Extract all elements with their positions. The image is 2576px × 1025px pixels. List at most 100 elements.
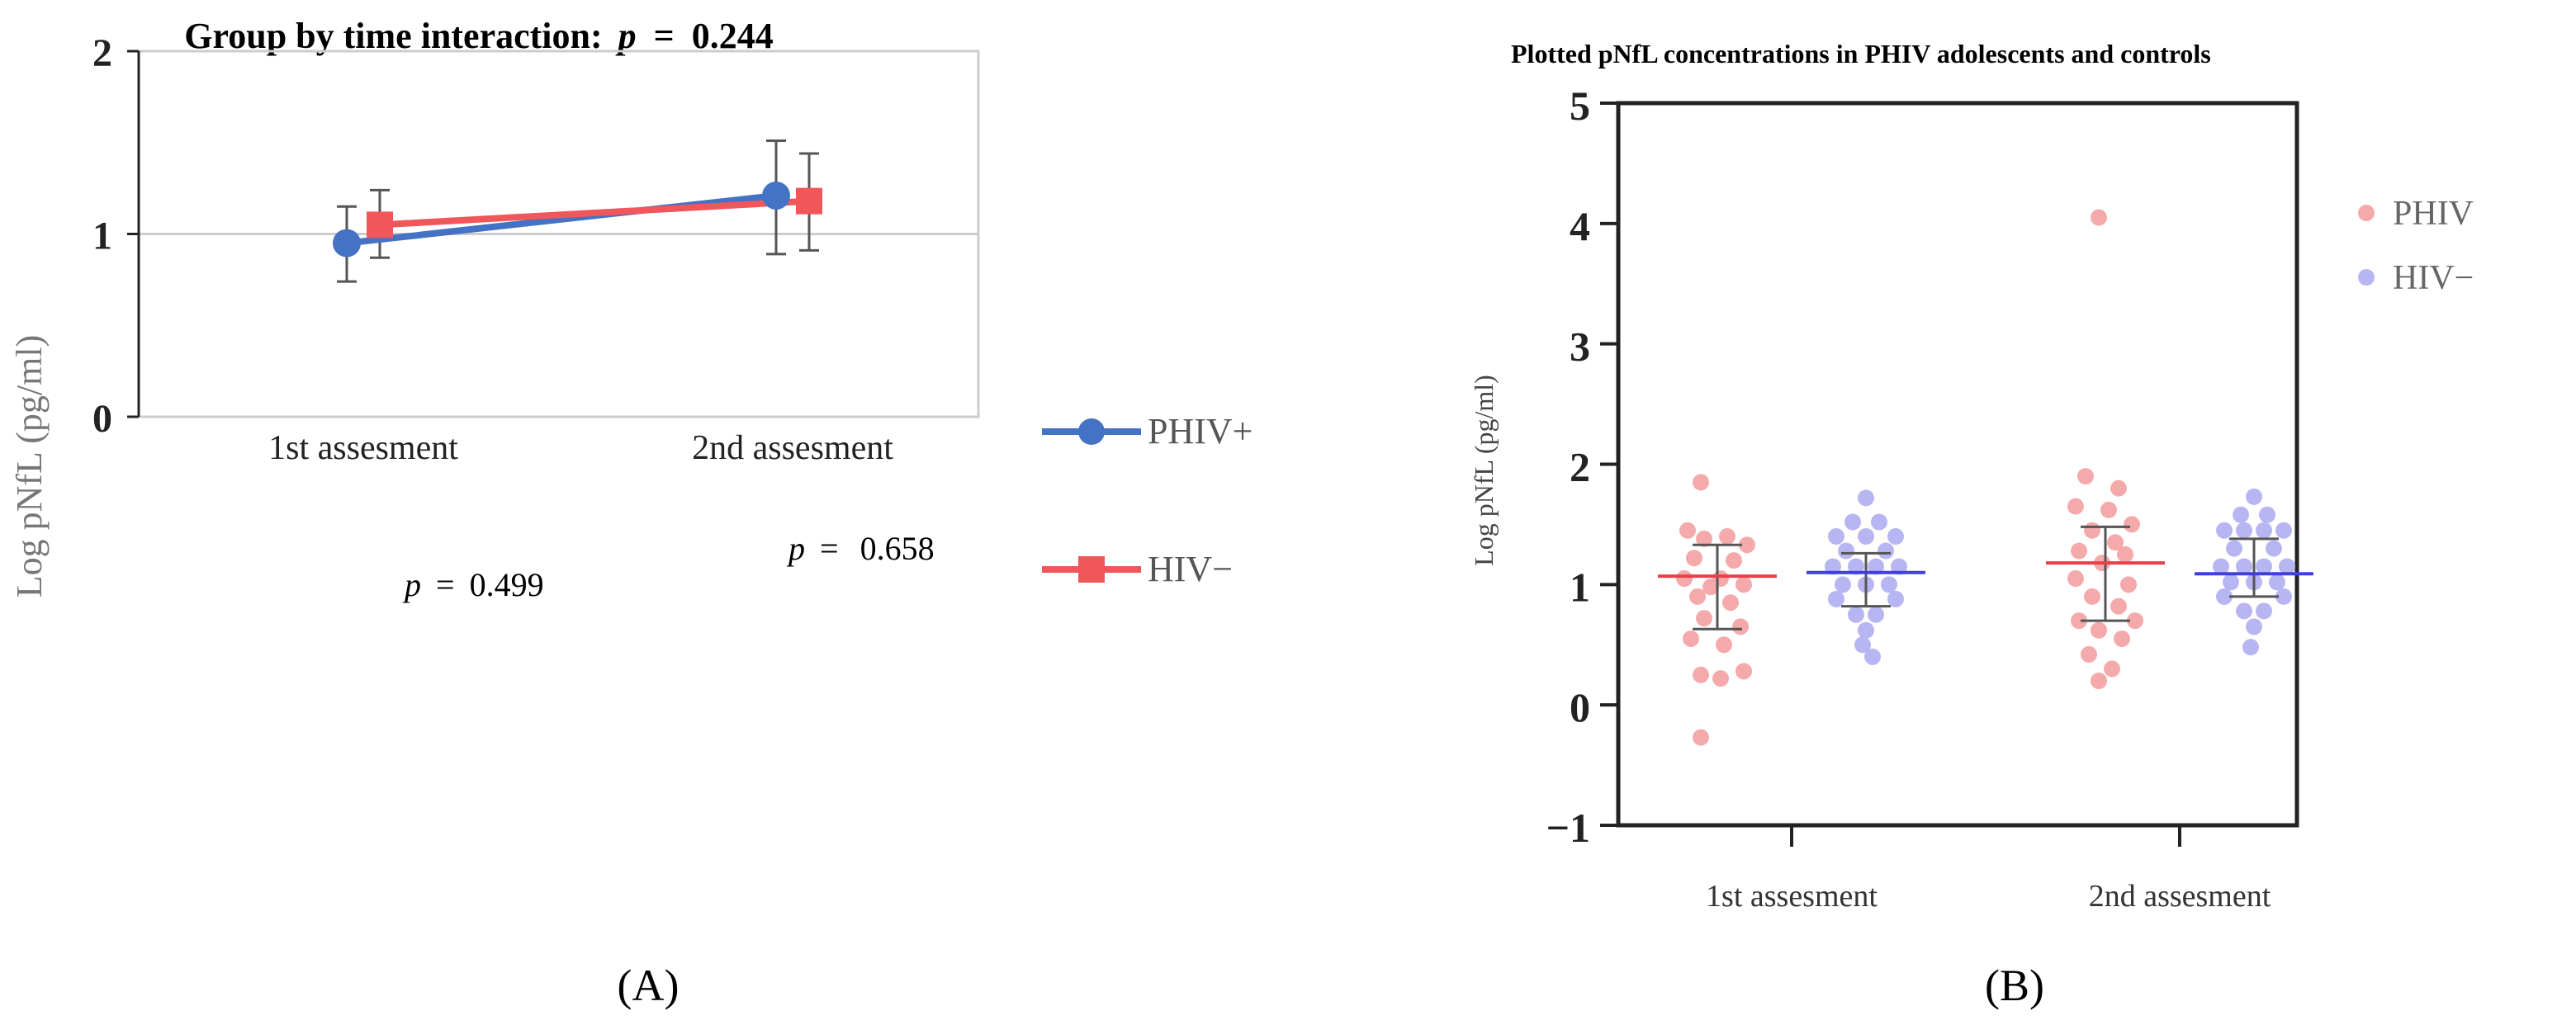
- b-y-tick-label-1: 1: [1570, 564, 1590, 610]
- point-hivminus-2-17: [2216, 588, 2233, 605]
- panel-b-axes: [1616, 101, 2299, 828]
- point-phiv-1-1: [1679, 522, 1696, 539]
- b-y-tick-label-4: 4: [1570, 203, 1590, 249]
- point-hivminus-1-4: [1828, 528, 1844, 545]
- b-y-tick-label-3: 3: [1570, 324, 1590, 370]
- marker-phivplus-1: [333, 229, 361, 257]
- point-phiv-2-14: [2084, 588, 2100, 605]
- point-hivminus-1-6: [1887, 528, 1904, 545]
- point-phiv-1-20: [1735, 663, 1752, 680]
- legend-marker-hiv-minus: [1078, 556, 1105, 583]
- point-hivminus-1-11: [1868, 558, 1884, 575]
- panel-a-y-ticks: 0 1 2: [92, 31, 139, 441]
- point-phiv-1-7: [1726, 552, 1742, 569]
- point-phiv-2-3: [2110, 479, 2127, 497]
- legend-label-phiv: PHIV: [2393, 195, 2474, 233]
- panel-b-ylabel: Log pNfL (pg/ml): [1469, 375, 1499, 566]
- point-phiv-2-20: [2081, 645, 2097, 663]
- point-phiv-2-22: [2091, 673, 2107, 689]
- point-phiv-2-17: [2127, 612, 2143, 630]
- point-hivminus-1-1: [1858, 489, 1874, 507]
- panel-a-ylabel: Log pNfL (pg/ml): [9, 335, 50, 598]
- point-phiv-1-17: [1716, 636, 1732, 654]
- b-y-tick-label-0: 0: [1570, 684, 1590, 730]
- point-phiv-1-6: [1686, 550, 1702, 567]
- point-hivminus-1-7: [1838, 542, 1854, 560]
- point-phiv-2-21: [2104, 660, 2120, 678]
- b-x-tick-label-1: 1st assesment: [1706, 879, 1878, 914]
- marker-hivminus-1: [367, 211, 393, 239]
- point-phiv-2-2: [2077, 468, 2094, 485]
- point-hivminus-2-22: [2242, 639, 2259, 656]
- panel-a-title-eq: =: [654, 16, 675, 56]
- point-hivminus-2-21: [2246, 618, 2262, 635]
- panel-a-label: (A): [618, 961, 680, 1010]
- point-hivminus-2-14: [2223, 574, 2239, 591]
- point-hivminus-2-20: [2256, 602, 2272, 620]
- legend-item-phiv: PHIV: [2358, 195, 2474, 233]
- point-phiv-2-19: [2114, 630, 2130, 647]
- point-hivminus-1-12: [1891, 558, 1907, 575]
- point-hivminus-1-17: [1887, 590, 1904, 607]
- point-hivminus-1-19: [1868, 606, 1884, 623]
- panel-a-title-p: p: [615, 16, 637, 56]
- point-phiv-2-10: [2117, 546, 2133, 563]
- marker-phivplus-2: [762, 181, 790, 210]
- legend-label-hiv-minus-b: HIV−: [2393, 259, 2474, 297]
- point-hivminus-2-9: [2266, 540, 2282, 557]
- legend-marker-phiv: [2358, 205, 2375, 221]
- panel-b-legend: PHIV HIV−: [2358, 195, 2474, 297]
- point-phiv-1-11: [1702, 579, 1719, 596]
- point-phiv-1-2: [1696, 530, 1712, 547]
- panel-a-series-lines: [346, 192, 810, 247]
- point-phiv-1-16: [1683, 630, 1699, 647]
- point-hivminus-1-10: [1848, 558, 1864, 575]
- panel-b-title: Plotted pNfL concentrations in PHIV adol…: [1511, 39, 2211, 68]
- point-hivminus-2-2: [2233, 506, 2249, 523]
- marker-hivminus-2: [796, 187, 822, 215]
- point-hivminus-1-22: [1864, 648, 1881, 665]
- x-tick-label-1: 1st assesment: [268, 429, 458, 467]
- point-hivminus-1-13: [1835, 576, 1851, 593]
- point-phiv-2-16: [2071, 612, 2087, 630]
- point-hivminus-1-15: [1881, 576, 1897, 593]
- b-y-tick-label-2: 2: [1570, 444, 1590, 490]
- point-hivminus-2-1: [2246, 488, 2262, 505]
- b-y-tick-label-5: 5: [1570, 83, 1590, 129]
- point-phiv-1-4: [1739, 536, 1755, 554]
- legend-item-phiv-plus: PHIV+: [1042, 411, 1253, 451]
- panel-b-label: (B): [1985, 961, 2044, 1010]
- panel-b-frame: [1616, 101, 2299, 828]
- point-phiv-2-12: [2067, 570, 2084, 588]
- panel-a-title: Group by time interaction: p = 0.244: [184, 16, 773, 56]
- point-phiv-1-13: [1722, 594, 1739, 612]
- point-hivminus-1-8: [1878, 542, 1894, 560]
- y-tick-label-1: 1: [92, 215, 112, 258]
- series-line-phivplus: [346, 192, 777, 247]
- point-phiv-1-5: [1693, 474, 1709, 491]
- point-phiv-2-15: [2110, 598, 2127, 615]
- panel-b: Plotted pNfL concentrations in PHIV adol…: [1469, 39, 2474, 1010]
- panel-b-y-ticks: −1 0 1 2 3 4 5: [1546, 83, 1618, 851]
- panel-a-annotation-2: p = 0.658: [786, 530, 935, 567]
- panel-a-title-value: 0.244: [692, 16, 774, 56]
- point-hivminus-2-13: [2279, 558, 2295, 575]
- point-hivminus-1-20: [1858, 621, 1874, 639]
- point-phiv-2-4: [2067, 498, 2084, 515]
- point-hivminus-2-5: [2236, 522, 2252, 539]
- y-tick-label-0: 0: [92, 397, 112, 441]
- point-hivminus-1-21: [1854, 636, 1871, 654]
- point-phiv-2-18: [2091, 621, 2107, 639]
- legend-marker-phiv-plus: [1078, 418, 1105, 445]
- point-phiv-2-1: [2091, 209, 2107, 226]
- point-hivminus-2-3: [2259, 506, 2275, 523]
- legend-label-hiv-minus: HIV−: [1148, 549, 1233, 589]
- point-phiv-1-14: [1696, 610, 1712, 627]
- point-phiv-2-5: [2100, 501, 2117, 518]
- point-phiv-1-10: [1735, 576, 1752, 593]
- y-tick-label-2: 2: [92, 31, 112, 75]
- legend-marker-hiv-minus-b: [2358, 269, 2375, 286]
- point-phiv-2-7: [2084, 522, 2100, 539]
- legend-item-hiv-minus: HIV−: [1042, 549, 1233, 589]
